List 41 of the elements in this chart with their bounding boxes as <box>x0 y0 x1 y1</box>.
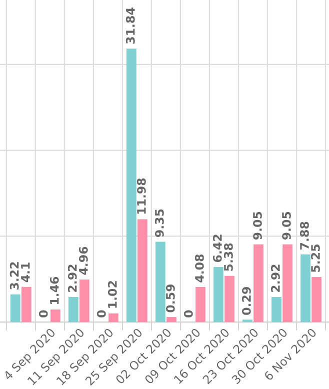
bar <box>108 313 118 322</box>
bar <box>312 277 322 322</box>
data-label: 7.88 <box>300 222 309 250</box>
data-label: 4.1 <box>21 262 30 282</box>
data-label: 4.08 <box>194 254 204 282</box>
data-label: 1.02 <box>108 281 117 308</box>
data-label: 9.05 <box>252 212 262 240</box>
data-label: 5.25 <box>311 244 320 272</box>
bar <box>10 294 20 322</box>
data-label: 31.84 <box>126 8 135 44</box>
data-label: 5.38 <box>224 243 233 271</box>
data-label: 1.46 <box>50 276 59 304</box>
bar <box>272 297 282 322</box>
bar <box>242 320 252 322</box>
data-label: 9.05 <box>282 212 291 240</box>
data-label: 11.98 <box>136 178 146 214</box>
bar <box>50 310 60 322</box>
bar <box>282 244 292 322</box>
bar <box>138 219 148 322</box>
bar <box>166 317 176 322</box>
bar <box>156 242 166 322</box>
bar <box>79 279 90 322</box>
bar <box>224 276 234 322</box>
data-label: 3.22 <box>10 262 19 290</box>
data-label: 6.42 <box>212 234 222 262</box>
bar <box>214 266 224 322</box>
data-label: 0 <box>38 310 48 318</box>
data-label: 4.96 <box>78 246 88 275</box>
bar <box>196 287 206 322</box>
bar <box>254 244 264 322</box>
data-label: 0.59 <box>166 284 175 312</box>
data-label: 0.29 <box>242 287 251 315</box>
bar <box>21 286 32 322</box>
bar <box>300 254 310 322</box>
data-label: 2.92 <box>68 264 77 292</box>
data-label: 9.35 <box>154 209 164 238</box>
data-label: 0 <box>184 310 193 318</box>
bar <box>126 48 136 322</box>
data-label: 0 <box>96 310 106 318</box>
data-label: 2.92 <box>270 264 280 292</box>
bar <box>68 297 78 322</box>
